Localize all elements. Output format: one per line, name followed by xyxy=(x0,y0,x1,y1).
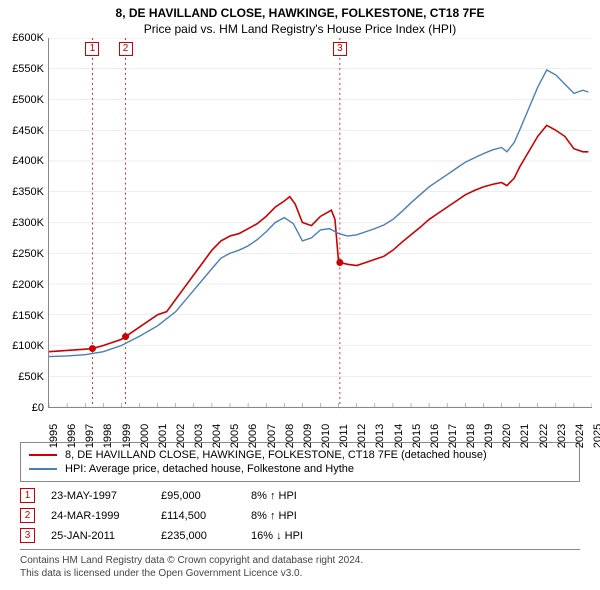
legend-item: HPI: Average price, detached house, Folk… xyxy=(29,463,571,475)
x-tick-label: 2004 xyxy=(211,424,223,448)
transaction-row: 1 23-MAY-1997 £95,000 8% ↑ HPI xyxy=(20,488,580,503)
legend-label: HPI: Average price, detached house, Folk… xyxy=(65,463,354,475)
legend-item: 8, DE HAVILLAND CLOSE, HAWKINGE, FOLKEST… xyxy=(29,449,571,461)
x-tick-label: 2000 xyxy=(139,424,151,448)
x-axis-labels: 1995199619971998199920002001200220032004… xyxy=(48,408,592,438)
transaction-row: 2 24-MAR-1999 £114,500 8% ↑ HPI xyxy=(20,508,580,523)
y-tick-label: £450K xyxy=(12,125,44,137)
transaction-date: 25-JAN-2011 xyxy=(51,530,161,542)
transaction-badge: 3 xyxy=(20,528,35,543)
x-tick-label: 2008 xyxy=(284,424,296,448)
x-tick-label: 2017 xyxy=(447,424,459,448)
transactions-table: 1 23-MAY-1997 £95,000 8% ↑ HPI 2 24-MAR-… xyxy=(20,488,580,543)
x-tick-label: 2007 xyxy=(266,424,278,448)
x-tick-label: 2005 xyxy=(229,424,241,448)
y-tick-label: £400K xyxy=(12,155,44,167)
transaction-pct: 8% ↑ HPI xyxy=(251,510,297,522)
y-tick-label: £200K xyxy=(12,279,44,291)
x-tick-label: 2006 xyxy=(247,424,259,448)
x-tick-label: 2011 xyxy=(338,424,350,448)
x-tick-label: 1997 xyxy=(84,424,96,448)
y-tick-label: £0 xyxy=(32,402,44,414)
y-tick-label: £100K xyxy=(12,340,44,352)
footer-line: This data is licensed under the Open Gov… xyxy=(20,567,580,580)
transaction-date: 23-MAY-1997 xyxy=(51,490,161,502)
transaction-pct: 8% ↑ HPI xyxy=(251,490,297,502)
x-tick-label: 2020 xyxy=(501,424,513,448)
y-tick-label: £300K xyxy=(12,217,44,229)
x-tick-label: 2025 xyxy=(592,424,600,448)
x-tick-label: 2003 xyxy=(193,424,205,448)
transaction-price: £235,000 xyxy=(161,530,251,542)
x-tick-label: 2018 xyxy=(465,424,477,448)
chart-subtitle: Price paid vs. HM Land Registry's House … xyxy=(0,22,600,36)
transaction-price: £95,000 xyxy=(161,490,251,502)
y-tick-label: £350K xyxy=(12,186,44,198)
marker-badge: 2 xyxy=(119,42,133,56)
transaction-pct: 16% ↓ HPI xyxy=(251,530,303,542)
x-tick-label: 2016 xyxy=(429,424,441,448)
plot-region: 1 2 3 xyxy=(48,38,592,408)
legend-swatch xyxy=(29,468,57,470)
x-tick-label: 2021 xyxy=(519,424,531,448)
chart-title-address: 8, DE HAVILLAND CLOSE, HAWKINGE, FOLKEST… xyxy=(0,6,600,20)
x-tick-label: 2012 xyxy=(356,424,368,448)
x-tick-label: 2002 xyxy=(175,424,187,448)
y-tick-label: £600K xyxy=(12,32,44,44)
y-axis-labels: £0 £50K £100K £150K £200K £250K £300K £350K £400… xyxy=(0,38,48,438)
footer-attribution: Contains HM Land Registry data © Crown c… xyxy=(20,549,580,580)
legend-label: 8, DE HAVILLAND CLOSE, HAWKINGE, FOLKEST… xyxy=(65,449,487,461)
y-tick-label: £50K xyxy=(18,371,44,383)
x-tick-label: 2013 xyxy=(374,424,386,448)
legend-swatch xyxy=(29,454,57,456)
footer-line: Contains HM Land Registry data © Crown c… xyxy=(20,554,580,567)
transaction-badge: 1 xyxy=(20,488,35,503)
x-tick-label: 2022 xyxy=(538,424,550,448)
transaction-price: £114,500 xyxy=(161,510,251,522)
marker-badge: 1 xyxy=(85,42,99,56)
x-tick-label: 2014 xyxy=(393,424,405,448)
x-tick-label: 2023 xyxy=(556,424,568,448)
transaction-row: 3 25-JAN-2011 £235,000 16% ↓ HPI xyxy=(20,528,580,543)
y-tick-label: £150K xyxy=(12,310,44,322)
x-tick-label: 1998 xyxy=(102,424,114,448)
x-tick-label: 1995 xyxy=(48,424,60,448)
transaction-date: 24-MAR-1999 xyxy=(51,510,161,522)
x-tick-label: 2009 xyxy=(302,424,314,448)
x-tick-label: 1999 xyxy=(121,424,133,448)
marker-badge: 3 xyxy=(333,42,347,56)
y-tick-label: £250K xyxy=(12,248,44,260)
y-tick-label: £550K xyxy=(12,63,44,75)
chart-area: £0 £50K £100K £150K £200K £250K £300K £350K £400… xyxy=(0,38,600,438)
x-tick-label: 2024 xyxy=(574,424,586,448)
transaction-badge: 2 xyxy=(20,508,35,523)
x-tick-label: 2019 xyxy=(483,424,495,448)
x-tick-label: 2001 xyxy=(157,424,169,448)
x-tick-label: 2010 xyxy=(320,424,332,448)
y-tick-label: £500K xyxy=(12,94,44,106)
x-tick-label: 1996 xyxy=(66,424,78,448)
x-tick-label: 2015 xyxy=(411,424,423,448)
